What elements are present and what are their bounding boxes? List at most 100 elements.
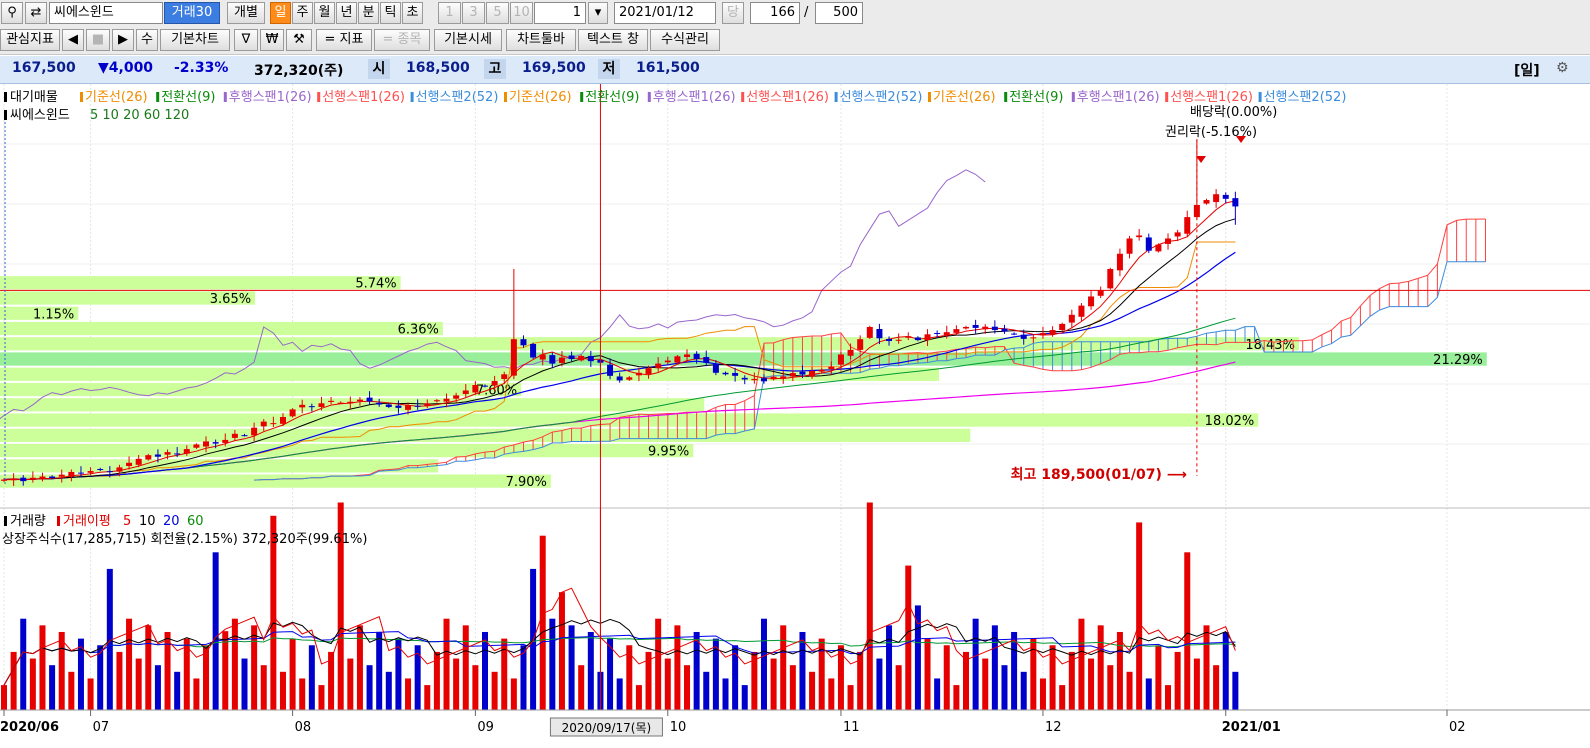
volume-bar xyxy=(895,665,902,710)
candle-body xyxy=(328,400,335,402)
stock-name-field[interactable]: 씨에스윈드 xyxy=(49,2,163,24)
interval-button-10[interactable]: 10 xyxy=(510,2,533,24)
legend-swatch xyxy=(928,92,931,102)
candle-body xyxy=(741,377,748,380)
candle-body xyxy=(1001,328,1008,332)
gear-icon[interactable]: ⚙ xyxy=(1556,60,1569,76)
scroll-right-button[interactable]: ▶ xyxy=(112,29,134,51)
volume-bar xyxy=(1174,651,1181,710)
volume-bar xyxy=(568,625,575,710)
candle-body xyxy=(510,339,517,376)
candle-body xyxy=(87,471,94,473)
refresh-button[interactable]: ⇄ xyxy=(25,2,47,24)
date-field[interactable]: 2021/01/12 xyxy=(614,2,716,24)
volume-bar xyxy=(626,645,633,710)
candle-body xyxy=(356,399,363,402)
candle-body xyxy=(260,421,267,427)
legend-item: 전환선(9) xyxy=(1009,90,1063,105)
candle-body xyxy=(1126,238,1133,254)
secondary-toolbar: 관심지표 ◀ ■ ▶ 수 기본차트 ∇ ₩ ⚒ = 지표 = 종목 기본시세 차… xyxy=(0,26,1590,55)
open-price: 168,500 xyxy=(406,60,470,76)
volume-bar xyxy=(328,651,335,710)
total-count-field[interactable]: 500 xyxy=(815,2,863,24)
vp-percent: 3.65% xyxy=(210,292,251,307)
volume-30-button[interactable]: 거래30 xyxy=(164,2,220,24)
volume-bar xyxy=(1020,671,1027,710)
candle-body xyxy=(1039,333,1046,336)
volume-bar xyxy=(578,665,585,710)
wrench-icon: ⚒ xyxy=(293,32,305,47)
spinner-dropdown[interactable]: ▾ xyxy=(588,2,608,24)
volume-bar xyxy=(241,658,248,710)
chart-toolbar-button[interactable]: 차트툴바 xyxy=(506,29,576,51)
candle-body xyxy=(1068,314,1075,323)
candle-body xyxy=(674,356,681,363)
volume-bar xyxy=(356,625,363,710)
period-tab-6[interactable]: 초 xyxy=(402,2,423,24)
interest-indicator-button[interactable]: 관심지표 xyxy=(0,29,60,51)
legend-swatch xyxy=(156,92,160,102)
stop-button[interactable]: ■ xyxy=(86,29,110,51)
candle-body xyxy=(20,477,27,482)
volume-bar xyxy=(520,645,527,710)
vol-legend-item: 60 xyxy=(187,514,204,529)
formula-button[interactable]: 수식관리 xyxy=(650,29,720,51)
vp-percent: 1.15% xyxy=(33,307,74,322)
legend-item: 선행스팬1(26) xyxy=(322,89,405,105)
period-tab-1[interactable]: 주 xyxy=(292,2,313,24)
volume-bar xyxy=(684,665,691,710)
vp-bar xyxy=(0,428,971,442)
won-button[interactable]: ₩ xyxy=(260,29,284,51)
individual-button[interactable]: 개별 xyxy=(227,2,265,24)
volume-bar xyxy=(29,658,36,710)
volume-bar xyxy=(943,645,950,710)
volume-bar xyxy=(510,678,517,710)
su-button[interactable]: 수 xyxy=(136,29,158,51)
legend-swatch xyxy=(1071,92,1075,102)
scroll-left-button[interactable]: ◀ xyxy=(62,29,84,51)
volume-bar xyxy=(722,678,729,710)
visible-count-field[interactable]: 166 xyxy=(750,2,800,24)
candle-body xyxy=(193,444,200,448)
tools-button[interactable]: ∇ xyxy=(234,29,258,51)
candle-body xyxy=(1116,253,1123,271)
legend-swatch xyxy=(504,92,507,102)
search-button[interactable]: ⚲ xyxy=(1,2,23,24)
text-window-button[interactable]: 텍스트 창 xyxy=(578,29,648,51)
period-spinner[interactable]: 1 xyxy=(534,2,586,24)
kijun-line xyxy=(3,241,1236,481)
basic-chart-button[interactable]: 기본차트 xyxy=(160,29,230,51)
interval-button-5[interactable]: 5 xyxy=(486,2,509,24)
volume-bar xyxy=(741,685,748,710)
current-button[interactable]: 당 xyxy=(722,2,744,24)
candle-body xyxy=(145,455,152,460)
volume-bar xyxy=(1,685,7,710)
rights-marker xyxy=(1236,136,1246,143)
volume-bar xyxy=(607,638,614,710)
period-tab-4[interactable]: 분 xyxy=(358,2,379,24)
volume-bar xyxy=(732,645,739,710)
legend-item: 전환선(9) xyxy=(161,90,215,105)
high-label: 고 xyxy=(484,59,506,79)
legend-item: 기준선(26) xyxy=(509,90,572,105)
indicator-button[interactable]: = 지표 xyxy=(316,29,372,51)
legend-swatch xyxy=(580,92,584,102)
volume-bar xyxy=(616,678,623,710)
period-tab-5[interactable]: 틱 xyxy=(380,2,401,24)
period-tab-3[interactable]: 년 xyxy=(336,2,357,24)
volume-bar xyxy=(97,645,104,710)
interval-button-3[interactable]: 3 xyxy=(462,2,485,24)
volume-bar xyxy=(664,658,671,710)
rights-label: 권리락(-5.16%) xyxy=(1165,125,1257,140)
volume-bar xyxy=(231,618,238,710)
stock-compare-button[interactable]: = 종목 xyxy=(374,29,430,51)
period-tab-2[interactable]: 월 xyxy=(314,2,335,24)
stock-chart[interactable]: 7.90%9.95%18.02%7.60%21.29%18.43%6.36%1.… xyxy=(0,84,1590,748)
volume-bar xyxy=(1116,631,1123,710)
interval-button-1[interactable]: 1 xyxy=(438,2,461,24)
basic-price-button[interactable]: 기본시세 xyxy=(434,29,502,51)
volume-bar xyxy=(876,658,883,710)
period-tab-0[interactable]: 일 xyxy=(270,2,291,24)
candle-body xyxy=(385,404,392,407)
settings-button[interactable]: ⚒ xyxy=(286,29,312,51)
